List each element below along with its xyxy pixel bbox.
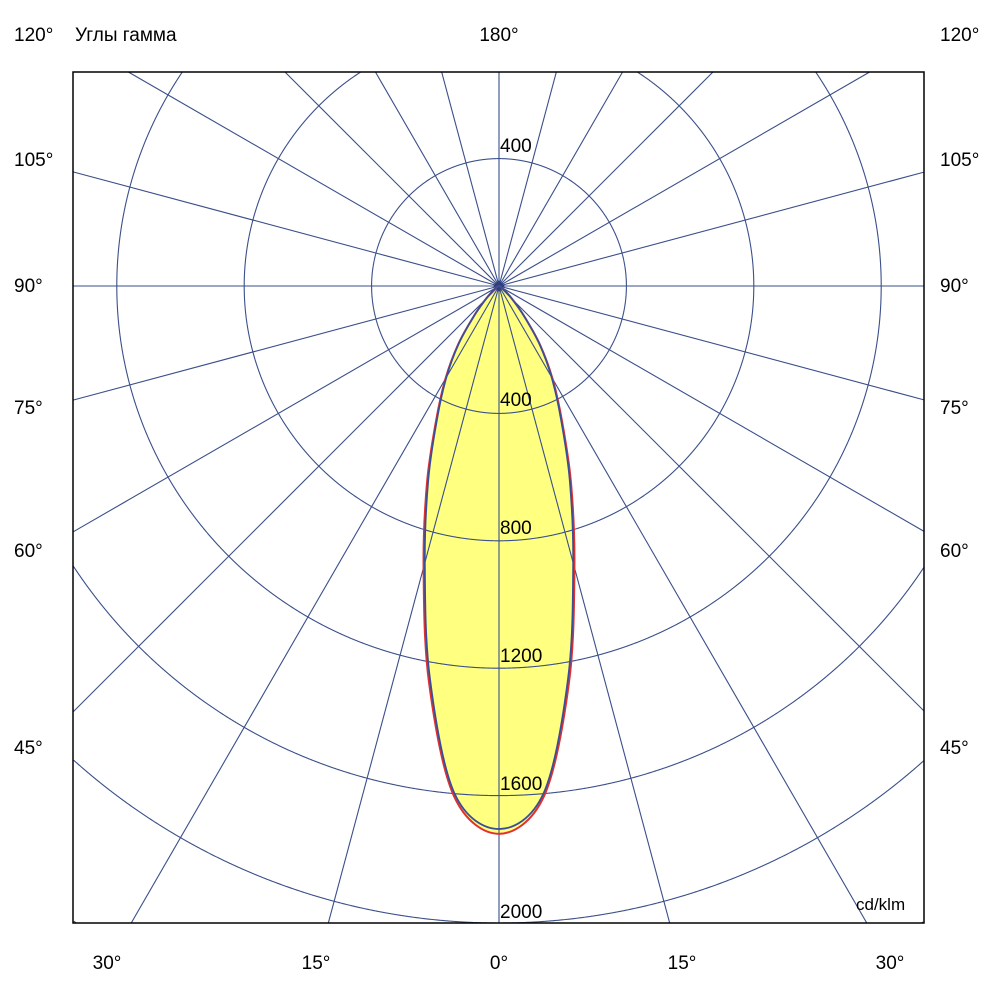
radial-tick-label: 2000 [500, 902, 543, 923]
left-angle-label: 60° [14, 541, 43, 562]
radial-grid-line [498, 285, 671, 924]
chart-title: Углы гамма [75, 25, 177, 46]
radial-grid-line [327, 285, 500, 924]
left-angle-label: 45° [14, 738, 43, 759]
radial-grid-line [498, 71, 714, 287]
right-angle-label: 105° [940, 150, 980, 171]
right-angle-label: 60° [940, 541, 969, 562]
radial-grid-line [498, 71, 557, 287]
grid-ring [72, 565, 925, 797]
right-angle-label: 75° [940, 398, 969, 419]
radial-grid-line [284, 71, 500, 287]
radial-grid-line [498, 71, 624, 287]
unit-label: cd/klm [856, 895, 906, 914]
right-angle-label: 90° [940, 276, 969, 297]
radial-grid-line [128, 71, 500, 287]
bottom-angle-label: 30° [92, 953, 122, 974]
bottom-angle-label: 30° [875, 953, 905, 974]
radial-tick-label: 400 [500, 390, 532, 411]
grid-ring [243, 71, 755, 542]
intensity-curve-1 [423, 285, 575, 830]
radial-tick-label: 400 [500, 136, 532, 157]
radial-grid-line [498, 285, 925, 532]
radial-tick-label: 1600 [500, 774, 543, 795]
bottom-angle-label: 15° [301, 953, 331, 974]
left-angle-label: 120° [14, 25, 54, 46]
radial-grid-line [72, 285, 500, 533]
radial-grid-line [374, 71, 500, 287]
radial-grid-line [498, 71, 870, 287]
radial-tick-label: 1200 [500, 646, 543, 667]
radial-grid-line [498, 285, 925, 401]
left-angle-label: 90° [14, 276, 43, 297]
left-angle-label: 75° [14, 398, 43, 419]
radial-grid-line [498, 171, 925, 287]
grid-ring [116, 71, 882, 669]
grid-ring [73, 759, 924, 924]
right-angle-label: 120° [940, 25, 980, 46]
radial-grid-line [72, 285, 500, 401]
plot-frame [72, 71, 925, 924]
radial-grid-line [441, 71, 500, 287]
top-angle-label: 180° [479, 25, 519, 46]
right-angle-label: 45° [940, 738, 969, 759]
radial-grid-line [498, 285, 868, 924]
left-angle-label: 105° [14, 150, 54, 171]
radial-grid-line [72, 171, 500, 287]
radial-tick-label: 800 [500, 518, 532, 539]
bottom-angle-label: 15° [667, 953, 697, 974]
radial-grid-line [72, 285, 500, 713]
radial-grid-line [498, 285, 925, 712]
radial-grid-line [130, 285, 500, 924]
bottom-angle-label: 0° [489, 953, 509, 974]
